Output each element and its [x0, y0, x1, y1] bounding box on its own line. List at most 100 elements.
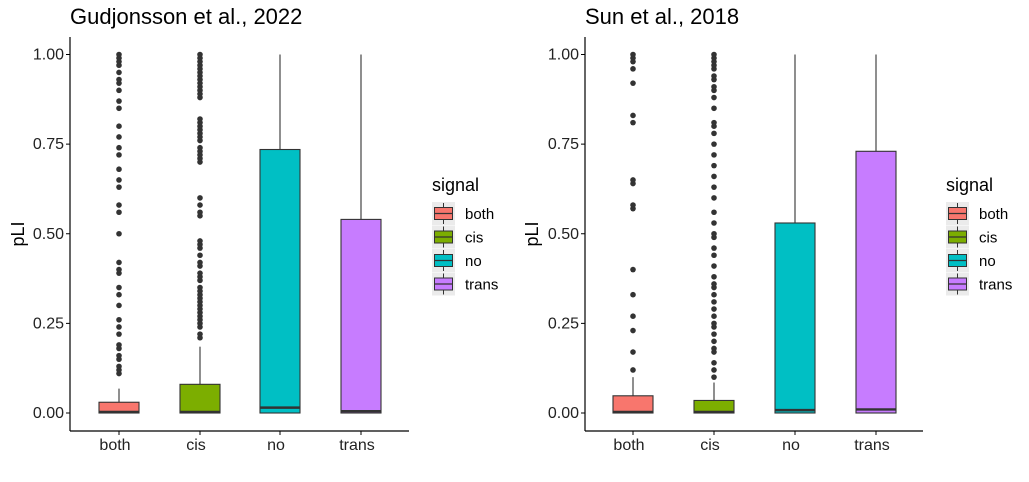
outlier-point: [711, 313, 717, 320]
legend-label-no: no: [465, 253, 482, 270]
outlier-point: [197, 259, 203, 266]
outlier-point: [630, 327, 636, 334]
y-tick-label: 1.00: [548, 47, 579, 64]
outlier-point: [711, 83, 717, 90]
outlier-point: [116, 331, 122, 337]
box-no: [774, 54, 816, 414]
box-no: [259, 54, 301, 414]
outlier-point: [197, 144, 203, 151]
outlier-point: [711, 331, 717, 337]
outlier-point: [711, 220, 717, 226]
y-axis-title: pLI: [8, 221, 28, 246]
box-body: [612, 395, 654, 414]
outlier-point: [630, 51, 636, 58]
y-tick-label: 0.50: [33, 226, 64, 243]
y-tick-label: 0.75: [33, 136, 64, 153]
x-tick-label: cis: [700, 437, 720, 454]
outlier-point: [711, 105, 717, 112]
outlier-point: [711, 209, 717, 216]
outlier-point: [116, 342, 122, 348]
legend-label-cis: cis: [465, 230, 483, 247]
outlier-point: [116, 202, 122, 208]
outlier-point: [711, 245, 717, 251]
box-body: [855, 150, 897, 414]
y-tick-label: 0.00: [33, 405, 64, 422]
x-tick-label: both: [99, 437, 130, 454]
outlier-point: [711, 152, 717, 158]
outlier-point: [630, 313, 636, 320]
y-tick-label: 0.00: [548, 405, 579, 422]
legend-label-both: both: [465, 206, 494, 223]
outlier-point: [711, 306, 717, 312]
outlier-point: [116, 144, 122, 151]
outlier-point: [116, 230, 122, 237]
outlier-point: [711, 291, 717, 298]
outlier-point: [711, 195, 717, 201]
outlier-point: [116, 316, 122, 323]
outlier-point: [711, 119, 717, 126]
outlier-point: [116, 98, 122, 104]
box-trans: [855, 54, 897, 414]
box-body: [774, 222, 816, 414]
legend-label-no: no: [979, 253, 996, 270]
outlier-point: [116, 324, 122, 330]
outlier-point: [116, 123, 122, 129]
outlier-point: [711, 299, 717, 305]
panel-gudjonsson: Gudjonsson et al., 2022 pLI signal both c…: [8, 4, 498, 454]
y-tick-label: 1.00: [33, 47, 64, 64]
outlier-point: [116, 184, 122, 190]
legend: signal both cis no trans: [946, 175, 1012, 296]
x-tick-label: no: [267, 437, 285, 454]
outlier-point: [116, 352, 122, 359]
box-both: [98, 51, 140, 414]
outlier-point: [197, 202, 203, 208]
box-both: [612, 51, 654, 414]
outlier-point: [630, 202, 636, 208]
outlier-point: [711, 94, 717, 101]
outlier-point: [630, 177, 636, 183]
outlier-point: [630, 66, 636, 72]
box-trans: [340, 54, 382, 414]
outlier-point: [197, 116, 203, 122]
outlier-point: [711, 263, 717, 269]
outlier-point: [711, 367, 717, 373]
box-cis: [179, 51, 221, 414]
outlier-point: [711, 130, 717, 137]
outlier-point: [630, 112, 636, 119]
x-tick-label: no: [782, 437, 800, 454]
y-tick-label: 0.50: [548, 226, 579, 243]
outlier-point: [711, 230, 717, 237]
outlier-point: [116, 152, 122, 158]
outlier-point: [116, 76, 122, 83]
panel-sun: Sun et al., 2018 pLI signal both cis no tra…: [522, 4, 1012, 454]
outlier-point: [116, 363, 122, 370]
outlier-point: [197, 51, 203, 58]
outlier-point: [116, 51, 122, 58]
box-body: [259, 148, 301, 414]
outlier-point: [711, 374, 717, 380]
outlier-point: [630, 266, 636, 273]
outlier-point: [711, 173, 717, 180]
outlier-point: [630, 367, 636, 373]
outlier-point: [116, 166, 122, 173]
legend-title: signal: [946, 175, 993, 195]
outlier-point: [630, 349, 636, 355]
outlier-point: [116, 177, 122, 183]
x-tick-label: trans: [854, 437, 890, 454]
y-tick-label: 0.25: [33, 315, 64, 332]
outlier-point: [116, 69, 122, 76]
legend-label-cis: cis: [979, 230, 997, 247]
outlier-point: [711, 281, 717, 287]
outlier-point: [116, 291, 122, 298]
outlier-point: [711, 73, 717, 79]
outlier-point: [116, 105, 122, 112]
outlier-point: [630, 80, 636, 86]
x-tick-label: cis: [186, 437, 206, 454]
outlier-point: [116, 284, 122, 291]
outlier-point: [116, 302, 122, 309]
legend: signal both cis no trans: [432, 175, 498, 296]
legend-label-trans: trans: [465, 277, 498, 294]
outlier-point: [711, 320, 717, 327]
outlier-point: [711, 51, 717, 58]
